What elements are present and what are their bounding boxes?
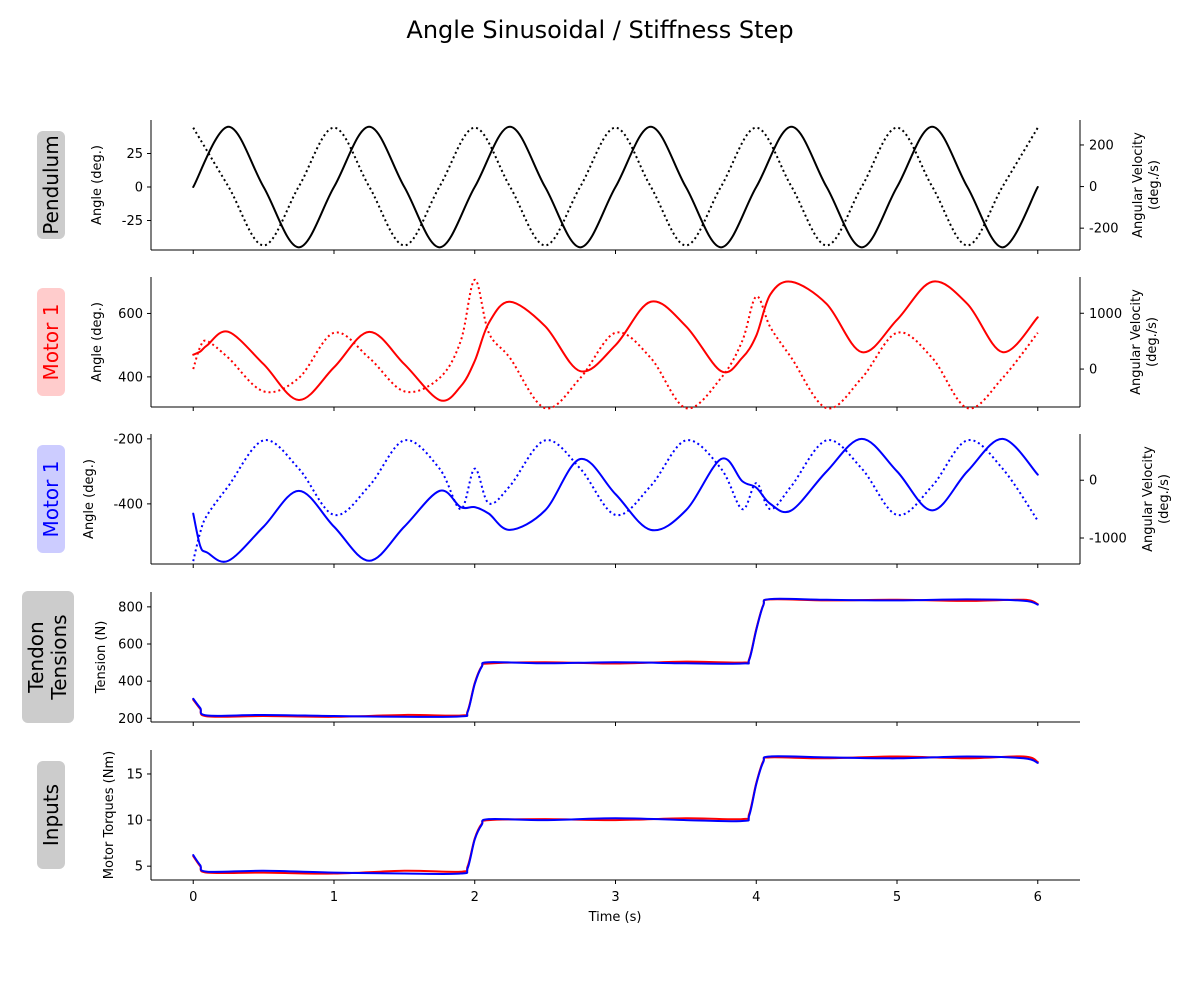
panel-label-box bbox=[37, 445, 65, 553]
y-tick-label: 400 bbox=[118, 675, 143, 690]
panel-2: 400 600 0 1000 Angle (deg.) Angular Velocity(… bbox=[37, 277, 1160, 411]
panel-label-badge: TendonTensions bbox=[22, 591, 74, 723]
x-tick-label: 3 bbox=[611, 890, 619, 905]
y2-axis-label-line: (deg./s) bbox=[1147, 160, 1162, 210]
y-tick-label: 200 bbox=[118, 712, 143, 727]
y-axis-label: Angle (deg.) bbox=[90, 302, 105, 382]
x-tick-label: 4 bbox=[752, 890, 760, 905]
y-tick-label: 0 bbox=[135, 181, 143, 196]
y2-axis-label-line: (deg./s) bbox=[1157, 474, 1172, 524]
y-tick-label: -200 bbox=[113, 432, 143, 447]
panel-label-badge: Inputs bbox=[37, 761, 65, 869]
panel-label: Inputs bbox=[39, 784, 63, 846]
y2-axis-label-line: Angular Velocity bbox=[1141, 446, 1156, 552]
y-tick-label: -25 bbox=[122, 214, 143, 229]
y-tick-label: 600 bbox=[118, 307, 143, 322]
panel-label: Pendulum bbox=[39, 135, 63, 234]
series-line-1 bbox=[192, 280, 1039, 402]
panel-label-line: Tendon bbox=[24, 621, 48, 693]
y-axis-label: Motor Torques (Nm) bbox=[102, 751, 117, 879]
figure-title: Angle Sinusoidal / Stiffness Step bbox=[406, 16, 793, 44]
y-axis-label: Tension (N) bbox=[94, 621, 109, 695]
y2-axis-label-line: Angular Velocity bbox=[1129, 289, 1144, 395]
y-tick-label: 10 bbox=[126, 814, 143, 829]
panel-label: Motor 1 bbox=[39, 461, 63, 538]
series-line-2 bbox=[192, 439, 1039, 562]
panel-1: -25 0 25 -200 0 200 Angle (deg.) Angular Veloci… bbox=[37, 120, 1162, 254]
series-line-1 bbox=[192, 598, 1039, 718]
y2-tick-label: -200 bbox=[1089, 222, 1119, 237]
series-line-1 bbox=[192, 437, 1039, 563]
y-tick-label: 400 bbox=[118, 370, 143, 385]
y2-tick-label: 0 bbox=[1089, 180, 1097, 195]
series-line-2 bbox=[192, 597, 1039, 718]
y-tick-label: -400 bbox=[113, 497, 143, 512]
panel-label-box bbox=[37, 131, 65, 239]
panel-label: TendonTensions bbox=[24, 614, 71, 700]
panel-4: 200 400 600 800 Tension (N) TendonTensions bbox=[22, 591, 1080, 727]
y-tick-label: 25 bbox=[126, 147, 143, 162]
series-line-2 bbox=[192, 755, 1039, 875]
panel-label-badge: Pendulum bbox=[37, 131, 65, 239]
y2-tick-label: 0 bbox=[1089, 363, 1097, 378]
y2-axis-label: Angular Velocity(deg./s) bbox=[1131, 132, 1162, 238]
y2-tick-label: 200 bbox=[1089, 138, 1114, 153]
y2-tick-label: -1000 bbox=[1089, 532, 1127, 547]
y2-axis-label-line: Angular Velocity bbox=[1131, 132, 1146, 238]
series-line-1 bbox=[192, 125, 1039, 249]
y2-tick-label: 1000 bbox=[1089, 307, 1122, 322]
panel-3: -400 -200 -1000 0 Angle (deg.) Angular Veloci… bbox=[37, 432, 1172, 568]
y-tick-label: 15 bbox=[126, 767, 143, 782]
x-tick-label: 5 bbox=[893, 890, 901, 905]
y2-axis-label: Angular Velocity(deg./s) bbox=[1141, 446, 1172, 552]
y-tick-label: 5 bbox=[135, 860, 143, 875]
panel-label-badge: Motor 1 bbox=[37, 288, 65, 396]
panel-label-line: Tensions bbox=[47, 614, 71, 700]
panel-label: Motor 1 bbox=[39, 304, 63, 381]
y-axis-label: Angle (deg.) bbox=[82, 459, 97, 539]
y-tick-label: 600 bbox=[118, 638, 143, 653]
panel-label-box bbox=[37, 288, 65, 396]
panel-label-box bbox=[22, 591, 74, 723]
y2-axis-label: Angular Velocity(deg./s) bbox=[1129, 289, 1160, 395]
x-tick-label: 6 bbox=[1034, 890, 1042, 905]
y-axis-label: Angle (deg.) bbox=[90, 145, 105, 225]
y-tick-label: 800 bbox=[118, 600, 143, 615]
panel-label-badge: Motor 1 bbox=[37, 445, 65, 553]
y2-tick-label: 0 bbox=[1089, 474, 1097, 489]
y2-axis-label-line: (deg./s) bbox=[1145, 317, 1160, 367]
panel-5: 0 1 2 3 4 5 6 5 10 15 Motor Torques (Nm) Inputs bbox=[37, 750, 1080, 905]
series-line-1 bbox=[192, 755, 1039, 875]
x-tick-label: 0 bbox=[189, 890, 197, 905]
panel-label-box bbox=[37, 761, 65, 869]
x-tick-label: 2 bbox=[471, 890, 479, 905]
x-axis-label: Time (s) bbox=[588, 910, 642, 925]
x-tick-label: 1 bbox=[330, 890, 338, 905]
